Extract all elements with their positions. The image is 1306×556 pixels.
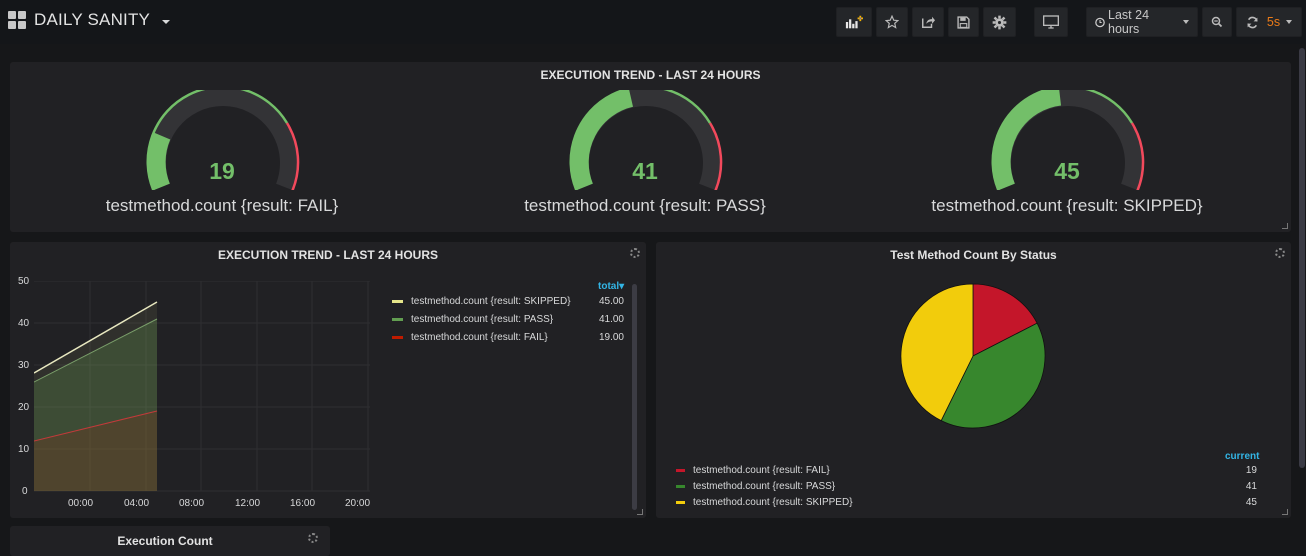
legend-header-current[interactable]: current: [1225, 451, 1260, 462]
series-swatch: [676, 469, 685, 472]
page-scrollbar[interactable]: [1299, 48, 1305, 468]
dashboard-grid-icon: [8, 11, 26, 29]
series-swatch: [676, 485, 685, 488]
legend-item-fail[interactable]: testmethod.count {result: FAIL}: [676, 465, 830, 476]
panel-title: EXECUTION TREND - LAST 24 HOURS: [540, 68, 761, 82]
chevron-down-icon: [1286, 20, 1293, 24]
legend-scrollbar[interactable]: [632, 284, 637, 510]
gauge-value: 45: [1054, 158, 1080, 184]
star-button[interactable]: [876, 7, 908, 37]
y-tick: 30: [18, 360, 30, 371]
add-panel-button[interactable]: [836, 7, 872, 37]
time-range-picker[interactable]: Last 24 hours: [1086, 7, 1198, 37]
y-tick: 0: [22, 486, 28, 497]
legend-item-skipped[interactable]: testmethod.count {result: SKIPPED}: [676, 497, 853, 508]
legend-item-skipped[interactable]: testmethod.count {result: SKIPPED}: [392, 296, 571, 307]
save-dashboard-button[interactable]: [948, 7, 979, 37]
panel-title: EXECUTION TREND - LAST 24 HOURS: [217, 248, 439, 262]
legend-item-pass[interactable]: testmethod.count {result: PASS}: [392, 314, 553, 325]
legend-label: testmethod.count {result: PASS}: [411, 314, 554, 325]
tv-mode-button[interactable]: [1034, 7, 1068, 37]
legend-label: testmethod.count {result: FAIL}: [693, 465, 830, 476]
legend-value: 19.00: [598, 332, 624, 343]
legend-label: testmethod.count {result: PASS}: [693, 481, 836, 492]
legend-value: 41: [1245, 481, 1257, 492]
gauge-label: testmethod.count {result: PASS}: [524, 196, 766, 215]
x-tick: 16:00: [290, 498, 316, 509]
trend-graph-panel: EXECUTION TREND - LAST 24 HOURS 50 40 30…: [10, 242, 646, 518]
gauge-label: testmethod.count {result: FAIL}: [105, 196, 339, 215]
gauge-label: testmethod.count {result: SKIPPED}: [931, 196, 1203, 215]
x-tick: 12:00: [235, 498, 261, 509]
star-icon: [885, 15, 899, 29]
navbar-actions: Last 24 hours 5s: [836, 7, 1302, 37]
dashboard-picker[interactable]: DAILY SANITY: [8, 10, 171, 30]
loading-spinner-icon: [308, 533, 318, 543]
panel-title: Test Method Count By Status: [890, 248, 1057, 262]
y-tick: 20: [18, 402, 30, 413]
gauge-fail: 19 testmethod.count {result: FAIL}: [42, 90, 402, 220]
legend-label: testmethod.count {result: SKIPPED}: [411, 296, 571, 307]
y-tick: 40: [18, 318, 30, 329]
pie-chart-panel: Test Method Count By Status current test…: [656, 242, 1291, 518]
trend-line-chart[interactable]: [34, 281, 374, 501]
gauge-skipped: 45 testmethod.count {result: SKIPPED}: [887, 90, 1247, 220]
time-range-label: Last 24 hours: [1108, 8, 1150, 36]
gauge-pass: 41 testmethod.count {result: PASS}: [465, 90, 825, 220]
save-icon: [957, 15, 970, 29]
gauge-arc-icon: [146, 90, 300, 190]
x-tick: 20:00: [345, 498, 371, 509]
legend-item-fail[interactable]: testmethod.count {result: FAIL}: [392, 332, 548, 343]
series-swatch: [676, 501, 685, 504]
legend-value: 45.00: [598, 296, 624, 307]
gear-icon: [992, 15, 1007, 29]
x-tick: 04:00: [124, 498, 150, 509]
gauge-arc-icon: [991, 90, 1145, 190]
share-icon: [922, 16, 935, 28]
clock-icon: [1095, 17, 1105, 27]
series-swatch: [392, 318, 403, 321]
loading-spinner-icon: [630, 248, 640, 258]
chevron-down-icon: [162, 20, 171, 24]
gauge-panel: EXECUTION TREND - LAST 24 HOURS 19 testm…: [10, 62, 1291, 232]
series-swatch: [392, 300, 403, 303]
gauge-value: 41: [632, 158, 658, 184]
legend-value: 45: [1245, 497, 1257, 508]
zoom-out-icon: [1211, 16, 1223, 28]
loading-spinner-icon: [1275, 248, 1285, 258]
status-pie-chart[interactable]: [899, 282, 1049, 432]
settings-button[interactable]: [983, 7, 1016, 37]
legend-header: total: [598, 281, 620, 292]
y-tick: 10: [18, 444, 30, 455]
legend-value: 19: [1245, 465, 1257, 476]
x-tick: 08:00: [179, 498, 205, 509]
add-panel-icon: [845, 15, 863, 29]
panel-title: Execution Count: [117, 534, 213, 548]
panel-resize-handle[interactable]: [1282, 223, 1288, 229]
legend-label: testmethod.count {result: SKIPPED}: [693, 497, 853, 508]
refresh-icon: [1247, 16, 1258, 28]
refresh-interval-label: 5s: [1266, 15, 1281, 29]
y-tick: 50: [18, 276, 30, 287]
legend-value: 41.00: [598, 314, 624, 325]
refresh-button[interactable]: 5s: [1236, 7, 1302, 37]
zoom-out-button[interactable]: [1202, 7, 1232, 37]
chevron-down-icon: [1183, 20, 1189, 24]
gauge-value: 19: [209, 158, 235, 184]
top-navbar: DAILY SANITY Last 24 hours: [0, 0, 1306, 44]
panel-resize-handle[interactable]: [1282, 509, 1288, 515]
series-swatch: [392, 336, 403, 339]
share-button[interactable]: [912, 7, 944, 37]
legend-item-pass[interactable]: testmethod.count {result: PASS}: [676, 481, 835, 492]
gauge-arc-icon: [569, 90, 723, 190]
monitor-icon: [1043, 15, 1059, 29]
legend-sort-total[interactable]: total▾: [598, 281, 625, 292]
legend-label: testmethod.count {result: FAIL}: [411, 332, 548, 343]
panel-resize-handle[interactable]: [637, 509, 643, 515]
execution-count-panel: Execution Count: [10, 526, 330, 556]
x-tick: 00:00: [68, 498, 94, 509]
dashboard-title[interactable]: DAILY SANITY: [34, 10, 151, 29]
